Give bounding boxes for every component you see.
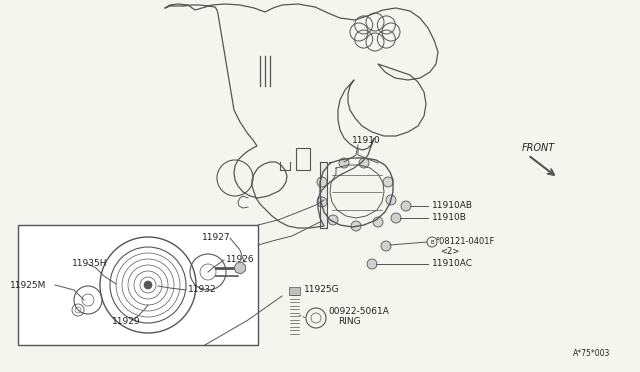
Text: 11925G: 11925G [304, 285, 340, 295]
Bar [289, 287, 300, 295]
Text: 11926: 11926 [226, 256, 255, 264]
Circle shape [383, 177, 393, 187]
Circle shape [381, 241, 391, 251]
Text: FRONT: FRONT [522, 143, 556, 153]
Bar [18, 225, 258, 345]
Text: 11910AB: 11910AB [432, 201, 473, 209]
Text: <2>: <2> [440, 247, 460, 257]
Text: 11929: 11929 [112, 317, 141, 327]
Text: 11925M: 11925M [10, 280, 46, 289]
Circle shape [367, 259, 377, 269]
Circle shape [401, 201, 411, 211]
Circle shape [386, 195, 396, 205]
Text: B: B [430, 240, 434, 244]
Circle shape [317, 177, 327, 187]
Circle shape [391, 213, 401, 223]
Text: 11910AC: 11910AC [432, 260, 473, 269]
Circle shape [351, 221, 361, 231]
Circle shape [328, 215, 338, 225]
Text: RING: RING [338, 317, 360, 327]
Circle shape [317, 197, 327, 207]
Text: 11935H: 11935H [72, 260, 108, 269]
Text: °08121-0401F: °08121-0401F [435, 237, 494, 247]
Circle shape [339, 158, 349, 168]
Text: 11910B: 11910B [432, 214, 467, 222]
Circle shape [373, 217, 383, 227]
Text: 00922-5061A: 00922-5061A [328, 308, 389, 317]
Circle shape [359, 158, 369, 168]
Text: 11932: 11932 [188, 285, 216, 295]
Polygon shape [320, 162, 327, 228]
Bar [296, 148, 310, 170]
Text: A*75*003: A*75*003 [573, 349, 610, 358]
Text: 11910: 11910 [352, 136, 381, 145]
Circle shape [144, 281, 152, 289]
Text: 11927: 11927 [202, 234, 230, 243]
Polygon shape [234, 262, 246, 274]
